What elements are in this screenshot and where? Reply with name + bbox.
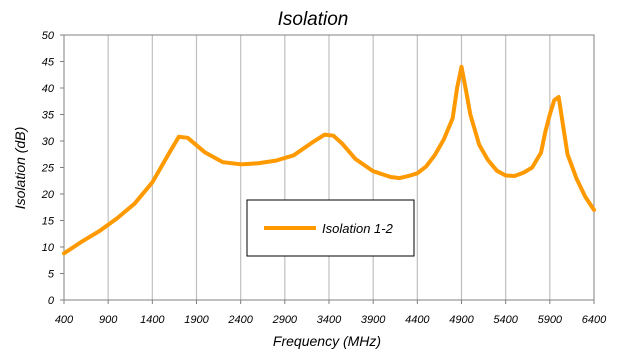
series-line-isolation-1-2: [62, 64, 596, 256]
y-tick-label: 30: [42, 136, 55, 148]
x-tick-label: 5400: [493, 314, 518, 326]
axes-layer: 0 5 10 15 20 25 30 35 40 45 50 400 900 1400 1900 2400 29…: [41, 30, 607, 326]
y-tick-label: 0: [48, 295, 55, 307]
x-tick-label: 2400: [227, 314, 253, 326]
y-axis-title: Isolation (dB): [12, 127, 28, 209]
y-tick-label: 25: [41, 163, 55, 175]
x-tick-label: 3900: [361, 314, 386, 326]
x-tick-label: 4400: [405, 314, 430, 326]
x-tick-label: 400: [55, 314, 74, 326]
x-tick-label: 900: [99, 314, 118, 326]
x-tick-label: 1900: [184, 314, 209, 326]
x-tick-label: 3400: [317, 314, 342, 326]
y-tick-label: 50: [42, 30, 55, 42]
y-tick-label: 10: [42, 242, 55, 254]
y-tick-label: 45: [42, 57, 55, 69]
y-tick-label: 40: [42, 83, 55, 95]
x-axis-title: Frequency (MHz): [273, 333, 381, 349]
x-tick-label: 2900: [272, 314, 298, 326]
y-tick-label: 15: [42, 216, 55, 228]
legend: Isolation 1-2: [246, 199, 415, 257]
y-tick-label: 5: [48, 269, 55, 281]
series-layer: [62, 64, 596, 256]
chart-title: Isolation: [278, 9, 349, 30]
x-tick-label: 6400: [582, 314, 607, 326]
y-tick-label: 35: [42, 110, 55, 122]
x-tick-label: 1400: [140, 314, 165, 326]
grid-layer: [107, 35, 551, 300]
y-tick-label: 20: [41, 189, 55, 201]
x-tick-label: 5900: [538, 314, 563, 326]
legend-label: Isolation 1-2: [322, 221, 394, 236]
x-tick-label: 4900: [449, 314, 474, 326]
